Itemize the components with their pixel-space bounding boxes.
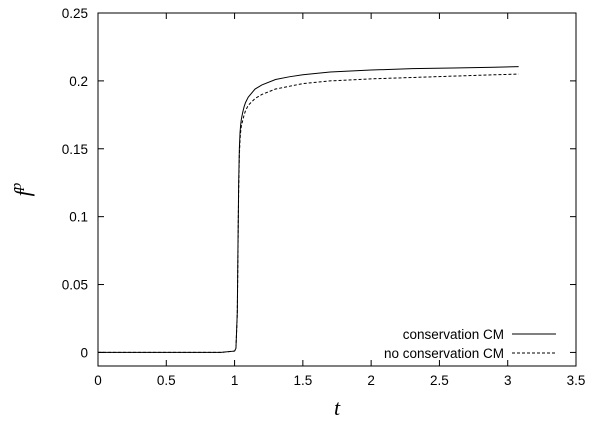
x-tick-label: 0 [94,373,102,388]
x-tick-label: 1.5 [293,373,312,388]
y-axis-label: fp [9,182,35,196]
y-tick-label: 0 [80,345,88,360]
x-tick-label: 3.5 [567,373,586,388]
legend: conservation CM no conservation CM [384,327,556,361]
plot-area-border [97,12,577,367]
y-tick-label: 0.05 [62,278,88,293]
y-tick-label: 0.25 [62,6,88,21]
x-tick-label: 2 [367,373,375,388]
series-lines [98,66,519,353]
y-tick-label: 0.1 [69,210,88,225]
series-line-no-conservation-cm [98,73,519,353]
y-tick-label: 0.15 [62,142,88,157]
x-tick-label: 3 [504,373,512,388]
x-tick-label: 2.5 [430,373,449,388]
plot-frame [97,12,577,367]
y-axis-label-superscript: p [9,182,25,191]
x-tick-label: 0.5 [157,373,176,388]
y-tick-label: 0.2 [69,74,88,89]
legend-entry-no-conservation-cm: no conservation CM [384,346,504,361]
x-axis-label: t [334,395,341,420]
legend-entry-conservation-cm: conservation CM [403,327,504,342]
axis-ticks: 0 0.5 1 1.5 2 2.5 3 3.5 0 0.05 0.1 0.15 0.2 0.25 [62,6,586,388]
y-axis-label-base: f [10,187,35,196]
series-line-conservation-cm [98,66,519,353]
x-tick-label: 1 [231,373,239,388]
